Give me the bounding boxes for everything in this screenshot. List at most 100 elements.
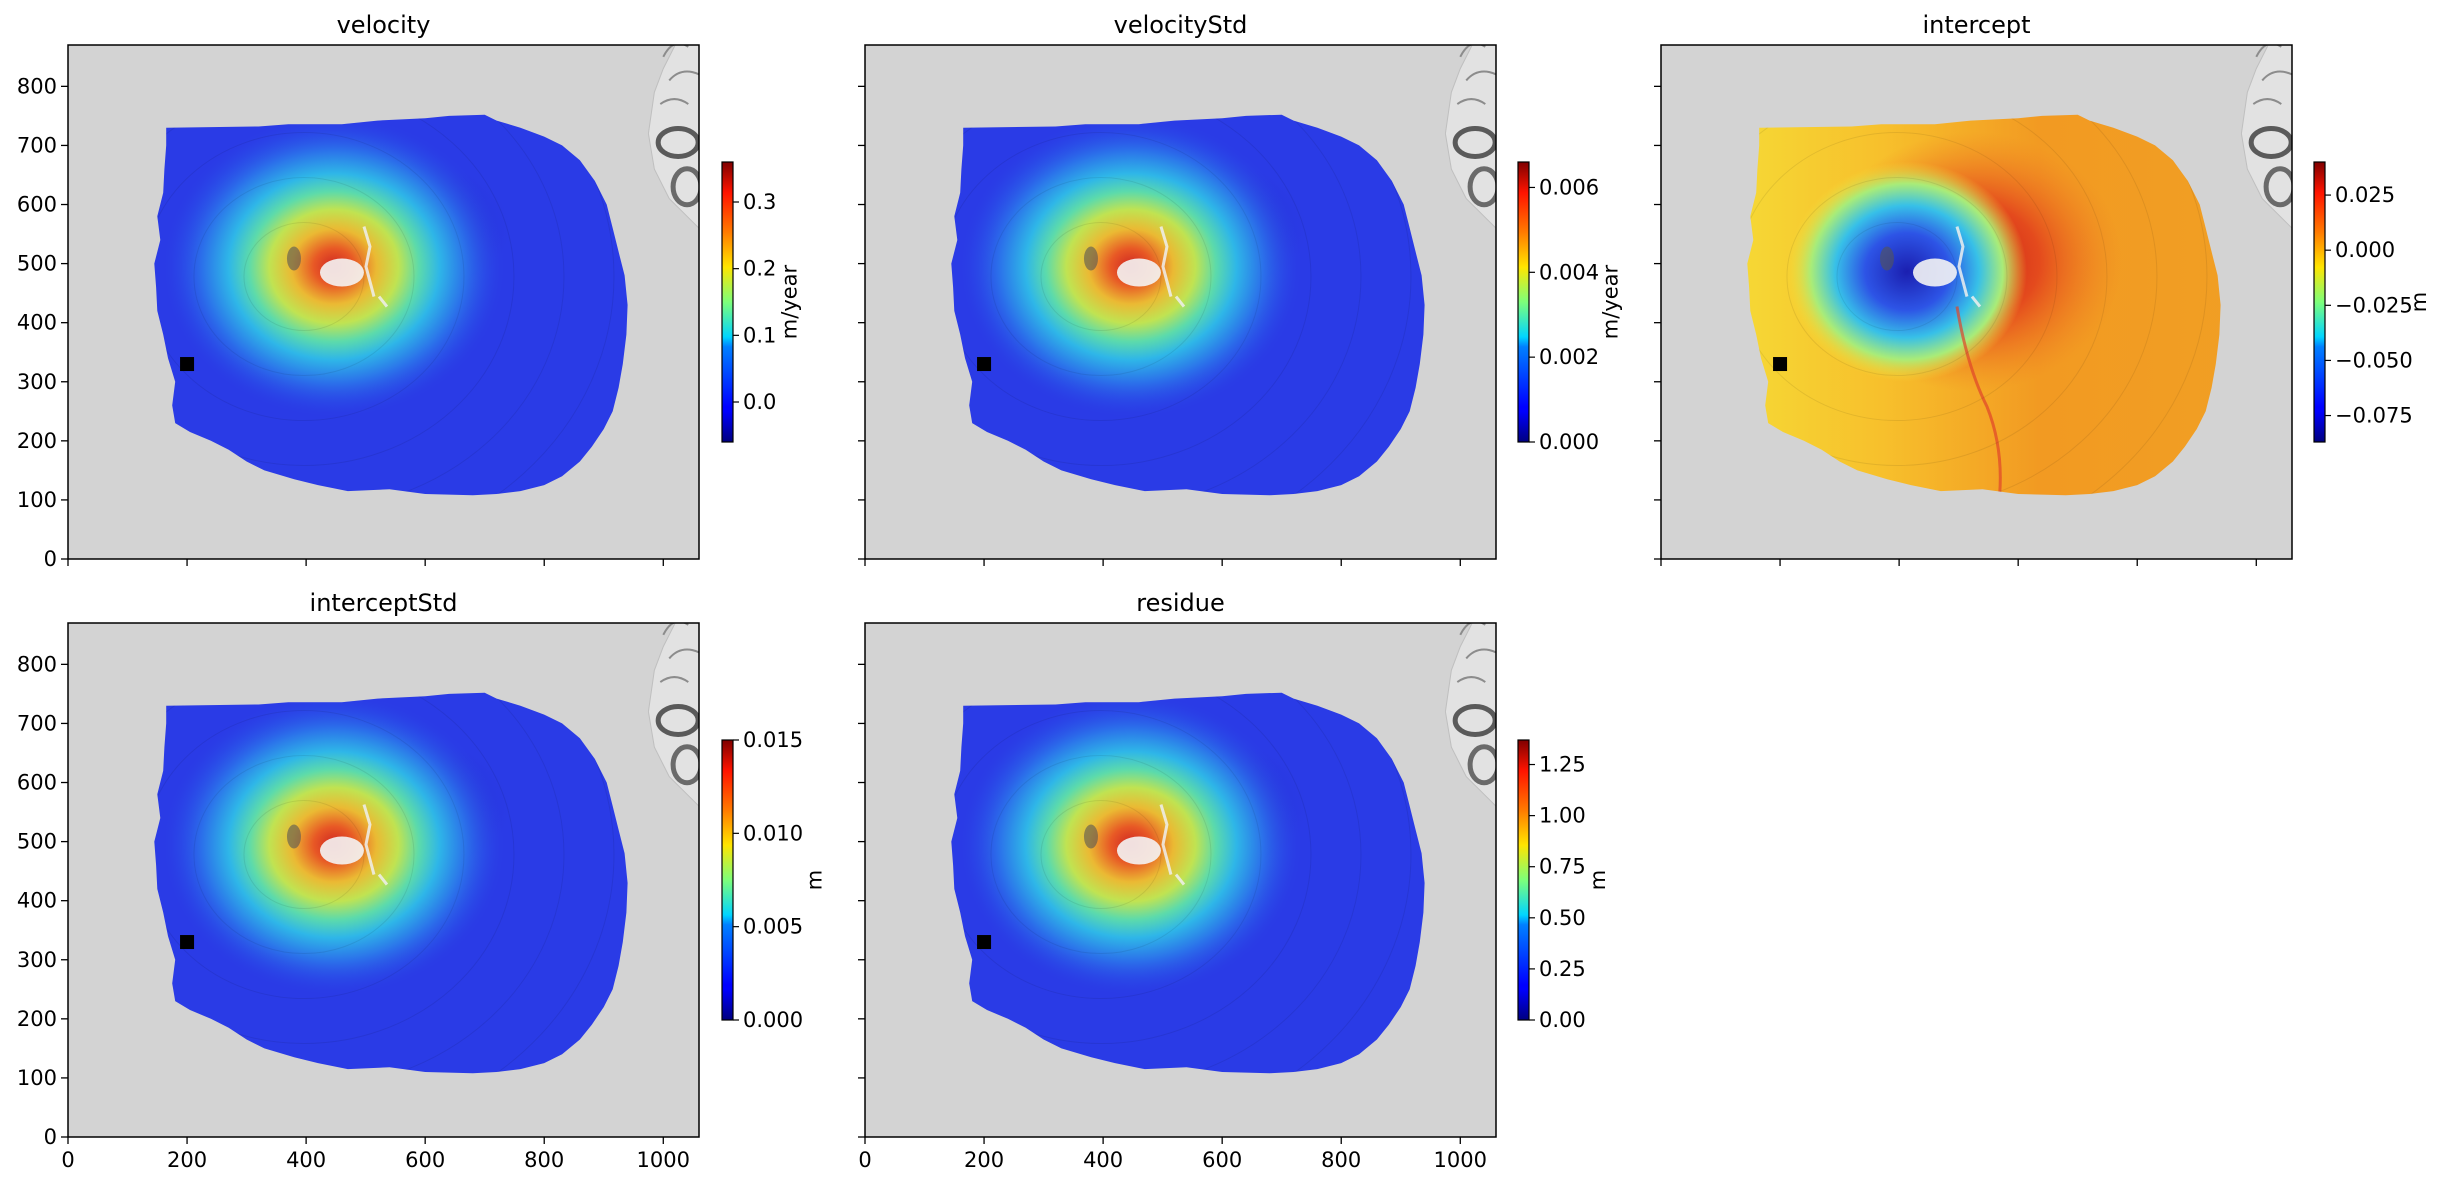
colorbar-tick-label: 0.000 (743, 1008, 803, 1032)
x-tick-label: 200 (167, 1148, 207, 1172)
colorbar: 0.0 0.1 0.2 0.3 m/year (721, 161, 802, 443)
colorbar-gradient (721, 739, 734, 1021)
colorbar-tick-label: 0.005 (743, 915, 803, 939)
heatmap-image (1747, 45, 2292, 496)
x-tick-label: 600 (1202, 1148, 1242, 1172)
terrain-relief (2240, 45, 2292, 229)
x-tick-label: 200 (964, 1148, 1004, 1172)
colorbar-tick-label: 0.015 (743, 728, 803, 752)
colorbar-tick-label: 0.00 (1539, 1008, 1586, 1032)
panel-title: interceptStd (310, 589, 458, 617)
colorbar-tick-label: 0.75 (1539, 855, 1586, 879)
x-tick-label: 800 (524, 1148, 564, 1172)
data-field (1747, 114, 2221, 496)
colorbar-tick-label: 0.002 (1539, 345, 1599, 369)
terrain-relief (1444, 45, 1496, 229)
data-field (154, 114, 628, 496)
y-tick-label: 0 (44, 547, 57, 571)
data-field (154, 692, 628, 1074)
colorbar-gradient (721, 161, 734, 443)
y-tick-label: 800 (17, 74, 57, 98)
panel-residue: 0 200 400 600 800 1000 residue 0.00 0.25 0.50 0.75… (858, 589, 1610, 1172)
x-tick-label: 600 (405, 1148, 445, 1172)
colorbar-label: m (803, 870, 827, 890)
x-tick-label: 400 (1083, 1148, 1123, 1172)
panel-title: intercept (1923, 11, 2031, 39)
colorbar-tick-label: 0.004 (1539, 260, 1599, 284)
axes-frame (864, 44, 1497, 560)
reference-point-marker (1773, 357, 1788, 372)
data-field (951, 114, 1425, 496)
x-tick-label: 0 (61, 1148, 74, 1172)
panel-title: velocityStd (1114, 11, 1248, 39)
colorbar: −0.075 −0.050 −0.025 0.000 0.025 m (2313, 161, 2431, 443)
colorbar-tick-label: −0.025 (2335, 293, 2413, 317)
colorbar-gradient (2313, 161, 2326, 443)
y-tick-label: 500 (17, 252, 57, 276)
colorbar-tick-label: 0.000 (1539, 430, 1599, 454)
y-tick-label: 800 (17, 652, 57, 676)
y-tick-label: 700 (17, 711, 57, 735)
y-tick-label: 300 (17, 948, 57, 972)
y-tick-label: 0 (44, 1125, 57, 1149)
y-tick-label: 700 (17, 133, 57, 157)
x-tick-label: 0 (858, 1148, 871, 1172)
y-tick-label: 200 (17, 429, 57, 453)
x-tick-label: 400 (286, 1148, 326, 1172)
colorbar-tick-label: 0.006 (1539, 175, 1599, 199)
axes-frame (1660, 44, 2293, 560)
y-tick-label: 400 (17, 311, 57, 335)
colorbar-tick-label: 1.25 (1539, 753, 1586, 777)
colorbar-tick-label: 0.000 (2335, 238, 2395, 262)
colorbar: 0.000 0.005 0.010 0.015 m (721, 728, 827, 1032)
y-tick-label: 300 (17, 370, 57, 394)
panel-intercept: intercept −0.075 −0.050 −0.025 0.000 0.025 m (1654, 11, 2431, 566)
axes-frame (67, 622, 700, 1138)
data-field (951, 692, 1425, 1074)
reference-point-marker (180, 935, 195, 950)
heatmap-image (154, 45, 699, 496)
x-tick-label: 800 (1321, 1148, 1361, 1172)
terrain-relief (647, 623, 699, 807)
colorbar-tick-label: 0.25 (1539, 957, 1586, 981)
y-tick-label: 400 (17, 889, 57, 913)
colorbar-tick-label: 1.00 (1539, 804, 1586, 828)
panel-title: residue (1136, 589, 1225, 617)
colorbar-tick-label: 0.025 (2335, 183, 2395, 207)
reference-point-marker (977, 935, 992, 950)
panel-title: velocity (337, 11, 431, 39)
y-tick-label: 600 (17, 193, 57, 217)
colorbar-label: m (1586, 870, 1610, 890)
colorbar-tick-label: 0.1 (743, 323, 776, 347)
panel-velocity: 0100200300400500600700800velocity0.00.10… (17, 11, 802, 571)
colorbar-label: m (2407, 292, 2431, 312)
colorbar-tick-label: −0.075 (2335, 404, 2413, 428)
y-tick-label: 100 (17, 1066, 57, 1090)
colorbar-tick-label: 0.0 (743, 390, 776, 414)
y-tick-label: 500 (17, 830, 57, 854)
reference-point-marker (180, 357, 195, 372)
panel-velocityStd: velocityStd 0.000 0.002 0.004 0.006 m/year (858, 11, 1623, 566)
y-tick-label: 600 (17, 771, 57, 795)
y-tick-label: 200 (17, 1007, 57, 1031)
colorbar-tick-label: −0.050 (2335, 348, 2413, 372)
heatmap-image (154, 623, 699, 1074)
colorbar-gradient (1517, 161, 1530, 443)
colorbar: 0.00 0.25 0.50 0.75 1.00 1.25 m (1517, 739, 1610, 1032)
terrain-relief (647, 45, 699, 229)
heatmap-image (951, 623, 1496, 1074)
colorbar: 0.000 0.002 0.004 0.006 m/year (1517, 161, 1623, 454)
colorbar-tick-label: 0.2 (743, 257, 776, 281)
x-tick-label: 1000 (1434, 1148, 1487, 1172)
y-tick-label: 100 (17, 488, 57, 512)
colorbar-label: m/year (1599, 264, 1623, 339)
colorbar-tick-label: 0.3 (743, 190, 776, 214)
colorbar-tick-label: 0.50 (1539, 906, 1586, 930)
heatmap-image (951, 45, 1496, 496)
panel-interceptStd: 0 200 400 600 800 1000 0 100 200 300 400 500 600 700 8… (17, 589, 827, 1172)
colorbar-label: m/year (778, 264, 802, 339)
axes-frame (864, 622, 1497, 1138)
colorbar-tick-label: 0.010 (743, 821, 803, 845)
axes-frame (67, 44, 700, 560)
